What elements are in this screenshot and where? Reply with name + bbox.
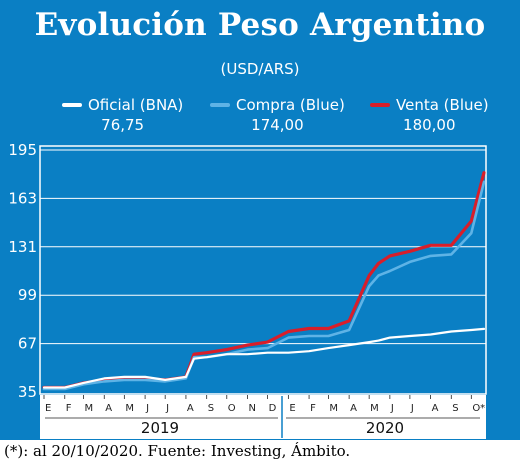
x-tick-label: A (105, 403, 112, 414)
year-label-2019: 2019 (141, 419, 179, 437)
y-tick-label: 163 (8, 189, 37, 207)
legend-label-venta: Venta (Blue) (396, 96, 489, 114)
y-tick-label: 131 (8, 238, 37, 256)
x-axis-labels: E F M A M J J A S O N D E F M A M J J A S O* (43, 395, 485, 414)
legend-item-oficial: Oficial (BNA) 76,75 (62, 96, 183, 134)
legend: Oficial (BNA) 76,75 Compra (Blue) 174,00… (0, 96, 520, 138)
x-tick-label: D (269, 403, 277, 414)
chart-title: Evolución Peso Argentino (34, 7, 486, 43)
series-line-oficial (42, 327, 486, 389)
x-tick-label: E (289, 403, 295, 414)
x-tick-label: J (165, 403, 169, 414)
x-tick-label: S (208, 403, 214, 414)
y-tick-label: 195 (8, 141, 37, 159)
x-tick-label: J (390, 403, 394, 414)
year-label-2020: 2020 (366, 419, 404, 437)
series-line-compra (42, 180, 486, 391)
chart-subtitle: (USD/ARS) (220, 60, 300, 78)
x-tick-label: M (85, 403, 94, 414)
x-tick-label: N (249, 403, 256, 414)
y-tick-label: 67 (18, 335, 37, 353)
x-axis-band (40, 395, 486, 439)
x-tick-label: E (45, 403, 51, 414)
x-tick-label: M (125, 403, 134, 414)
series-lines (42, 171, 486, 391)
x-tick-label: F (310, 403, 316, 414)
legend-item-venta: Venta (Blue) 180,00 (370, 96, 489, 134)
x-tick-label: A (350, 403, 357, 414)
legend-swatch-oficial (62, 103, 82, 107)
y-tick-label: 99 (18, 286, 37, 304)
plot-frame (39, 145, 487, 395)
legend-item-compra: Compra (Blue) 174,00 (210, 96, 345, 134)
x-tick-label: J (410, 403, 414, 414)
legend-value-compra: 174,00 (251, 116, 304, 134)
legend-value-oficial: 76,75 (101, 116, 145, 134)
legend-label-compra: Compra (Blue) (236, 96, 345, 114)
y-axis-labels: 195 163 131 99 67 35 (8, 141, 37, 401)
x-tick-label: M (329, 403, 338, 414)
legend-swatch-compra (210, 103, 230, 107)
grid (40, 149, 486, 345)
x-tick-label: F (66, 403, 72, 414)
x-tick-label: M (370, 403, 379, 414)
legend-swatch-venta (370, 103, 390, 107)
x-tick-label: A (432, 403, 439, 414)
legend-label-oficial: Oficial (BNA) (88, 96, 184, 114)
x-tick-label: O* (472, 403, 485, 414)
x-tick-label: J (145, 403, 149, 414)
y-tick-label: 35 (18, 383, 37, 401)
x-tick-label: S (452, 403, 458, 414)
chart-frame (0, 0, 520, 440)
legend-value-venta: 180,00 (403, 116, 456, 134)
footnote: (*): al 20/10/2020. Fuente: Investing, Á… (4, 442, 351, 460)
x-tick-label: O (228, 403, 236, 414)
x-tick-label: A (187, 403, 194, 414)
series-line-venta (42, 171, 486, 390)
